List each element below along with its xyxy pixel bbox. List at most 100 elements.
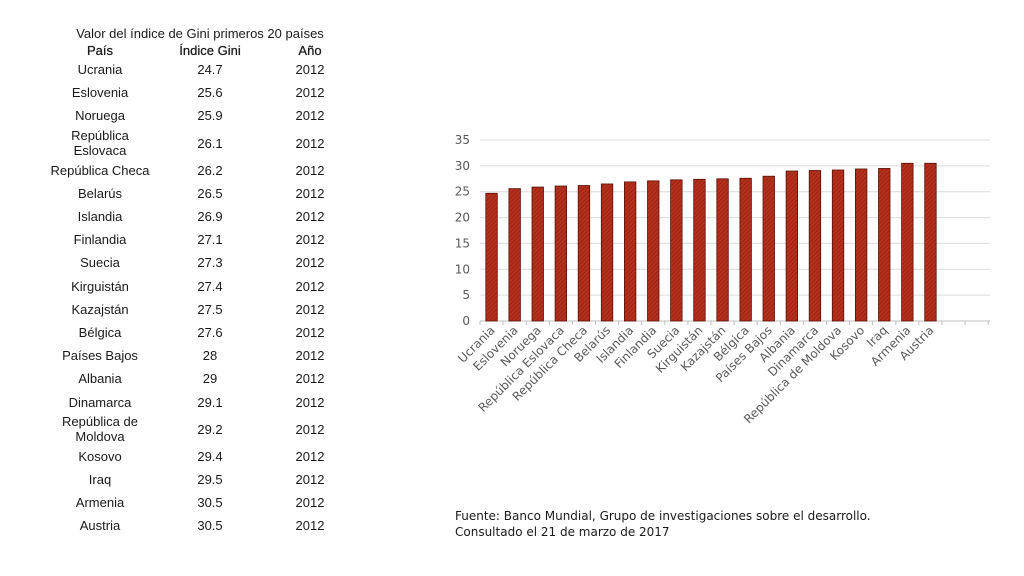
table-row: República de Moldova 29.2 2012 xyxy=(50,414,350,445)
cell-indice-gini: 27.3 xyxy=(197,255,223,271)
bar xyxy=(854,168,868,322)
cell-indice-gini: 27.5 xyxy=(197,301,223,317)
table-row: Albania 29 2012 xyxy=(50,367,350,390)
cell-pais: República de Moldova xyxy=(62,414,138,445)
cell-ano: 2012 xyxy=(295,518,325,534)
cell-pais: Kosovo xyxy=(78,448,122,464)
table-header-row: País Índice Gini Año xyxy=(50,43,350,58)
bar xyxy=(878,168,891,322)
table-row: Eslovenia 25.6 2012 xyxy=(50,81,350,104)
table-row: Belarús 26.5 2012 xyxy=(50,182,350,205)
table-row: Austria 30.5 2012 xyxy=(50,514,350,537)
y-tick-label: 15 xyxy=(455,236,470,250)
cell-indice-gini: 24.7 xyxy=(197,62,223,78)
y-tick-label: 5 xyxy=(462,288,470,302)
y-tick-label: 20 xyxy=(455,211,470,225)
cell-ano: 2012 xyxy=(295,232,325,248)
cell-indice-gini: 26.1 xyxy=(197,135,223,151)
table-title: Valor del índice de Gini primeros 20 paí… xyxy=(76,26,324,41)
table-row: Iraq 29.5 2012 xyxy=(50,468,350,491)
cell-pais: Kazajstán xyxy=(71,301,129,317)
cell-ano: 2012 xyxy=(295,185,325,201)
cell-pais: Finlandia xyxy=(73,232,127,248)
cell-ano: 2012 xyxy=(295,394,325,410)
bar xyxy=(647,180,660,322)
cell-ano: 2012 xyxy=(295,108,325,124)
cell-ano: 2012 xyxy=(295,495,325,511)
cell-ano: 2012 xyxy=(295,62,325,78)
cell-ano: 2012 xyxy=(295,371,325,387)
cell-indice-gini: 30.5 xyxy=(197,495,223,511)
table-row: Países Bajos 28 2012 xyxy=(50,344,350,367)
table-row: Ucrania 24.7 2012 xyxy=(50,58,350,81)
cell-indice-gini: 26.9 xyxy=(197,209,223,225)
bar xyxy=(831,169,845,322)
bar xyxy=(577,185,591,322)
table-row: República Checa 26.2 2012 xyxy=(50,159,350,182)
table-row: Finlandia 27.1 2012 xyxy=(50,228,350,251)
bar xyxy=(924,162,937,322)
bar xyxy=(623,181,637,322)
cell-pais: Suecia xyxy=(80,255,120,271)
bar xyxy=(508,188,521,322)
table-row: Kirguistán 27.4 2012 xyxy=(50,275,350,298)
cell-indice-gini: 29.1 xyxy=(197,394,223,410)
gini-table: País Índice Gini Año Ucrania 24.7 2012 Eslo… xyxy=(50,43,350,537)
bar xyxy=(762,175,775,322)
bar xyxy=(901,162,914,322)
table-row: Suecia 27.3 2012 xyxy=(50,251,350,274)
header-ano: Año xyxy=(298,43,322,58)
y-tick-label: 25 xyxy=(455,185,470,199)
chart-bars xyxy=(485,162,937,322)
cell-indice-gini: 30.5 xyxy=(197,518,223,534)
cell-ano: 2012 xyxy=(295,278,325,294)
table-row: República Eslovaca 26.1 2012 xyxy=(50,128,350,159)
cell-indice-gini: 26.2 xyxy=(197,162,223,178)
cell-pais: República Checa xyxy=(50,162,150,178)
cell-indice-gini: 27.1 xyxy=(197,232,223,248)
source-note: Fuente: Banco Mundial, Grupo de investig… xyxy=(455,508,995,540)
y-tick-label: 30 xyxy=(455,159,470,173)
table-row: Bélgica 27.6 2012 xyxy=(50,321,350,344)
cell-indice-gini: 25.6 xyxy=(197,85,223,101)
cell-pais: Ucrania xyxy=(77,62,123,78)
cell-pais: Albania xyxy=(78,371,122,387)
bar xyxy=(531,186,544,322)
cell-pais: Dinamarca xyxy=(68,394,132,410)
source-line-2: Consultado el 21 de marzo de 2017 xyxy=(455,525,670,539)
y-tick-label: 0 xyxy=(462,314,470,328)
cell-ano: 2012 xyxy=(295,255,325,271)
cell-indice-gini: 29 xyxy=(202,371,218,387)
cell-pais: Belarús xyxy=(77,185,123,201)
cell-pais: Armenia xyxy=(75,495,125,511)
cell-pais: Islandia xyxy=(77,209,123,225)
cell-ano: 2012 xyxy=(295,421,325,437)
cell-indice-gini: 25.9 xyxy=(197,108,223,124)
cell-pais: Austria xyxy=(79,518,121,534)
cell-ano: 2012 xyxy=(295,162,325,178)
cell-indice-gini: 27.4 xyxy=(197,278,223,294)
header-indice-gini: Índice Gini xyxy=(179,43,241,58)
cell-indice-gini: 27.6 xyxy=(197,324,223,340)
cell-pais: República Eslovaca xyxy=(71,128,129,159)
bar xyxy=(693,178,706,322)
cell-ano: 2012 xyxy=(295,85,325,101)
cell-pais: Iraq xyxy=(88,471,112,487)
cell-indice-gini: 29.5 xyxy=(197,471,223,487)
table-row: Armenia 30.5 2012 xyxy=(50,491,350,514)
cell-ano: 2012 xyxy=(295,348,325,364)
y-tick-label: 35 xyxy=(455,133,470,147)
table-row: Noruega 25.9 2012 xyxy=(50,104,350,127)
cell-indice-gini: 29.2 xyxy=(197,421,223,437)
cell-ano: 2012 xyxy=(295,135,325,151)
cell-pais: Noruega xyxy=(75,108,125,124)
cell-ano: 2012 xyxy=(295,209,325,225)
cell-pais: Bélgica xyxy=(78,324,122,340)
cell-pais: Kirguistán xyxy=(71,278,129,294)
cell-pais: Países Bajos xyxy=(62,348,138,364)
bar xyxy=(670,179,683,322)
cell-ano: 2012 xyxy=(295,301,325,317)
table-row: Dinamarca 29.1 2012 xyxy=(50,390,350,413)
bar xyxy=(600,183,614,322)
